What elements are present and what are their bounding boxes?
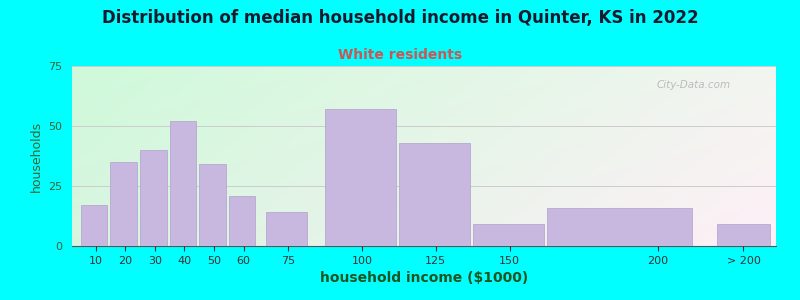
Bar <box>399 143 470 246</box>
Bar <box>229 196 255 246</box>
Bar <box>140 150 166 246</box>
Bar <box>266 212 307 246</box>
Y-axis label: households: households <box>30 120 42 192</box>
Text: City-Data.com: City-Data.com <box>656 80 730 90</box>
Bar <box>717 224 770 246</box>
Bar <box>473 224 544 246</box>
X-axis label: household income ($1000): household income ($1000) <box>320 271 528 285</box>
Bar <box>199 164 226 246</box>
Text: White residents: White residents <box>338 48 462 62</box>
Bar <box>81 205 107 246</box>
Bar <box>325 109 396 246</box>
Text: Distribution of median household income in Quinter, KS in 2022: Distribution of median household income … <box>102 9 698 27</box>
Bar <box>546 208 692 246</box>
Bar <box>170 121 196 246</box>
Bar <box>110 162 137 246</box>
